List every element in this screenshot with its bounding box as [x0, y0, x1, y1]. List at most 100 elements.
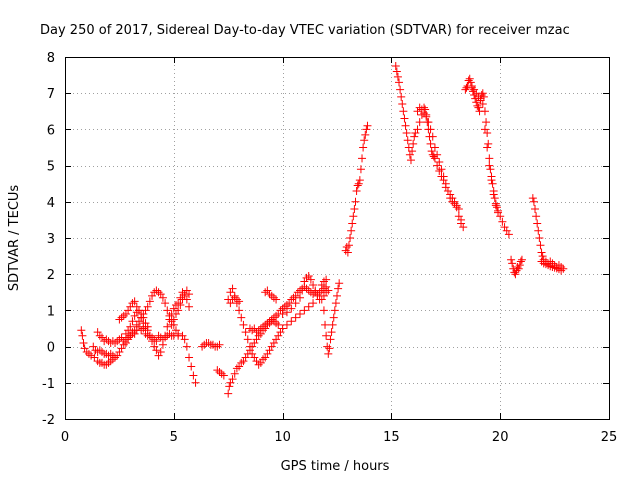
y-axis-label: SDTVAR / TECUs — [7, 185, 22, 292]
y-tick-label: 1 — [47, 304, 55, 319]
y-tick-label: 6 — [47, 123, 55, 138]
data-point — [296, 310, 305, 319]
data-point — [263, 349, 272, 358]
data-point — [319, 291, 328, 300]
data-point — [515, 261, 524, 270]
y-tick-label: 7 — [47, 87, 55, 102]
data-point — [454, 205, 463, 214]
data-point — [319, 306, 328, 315]
data-point — [148, 291, 157, 300]
data-point — [358, 154, 367, 163]
data-point — [433, 161, 442, 170]
data-point — [351, 197, 360, 206]
data-point — [219, 371, 228, 380]
data-point — [413, 125, 422, 134]
data-point — [237, 313, 246, 322]
data-point — [124, 326, 133, 335]
data-point — [306, 275, 315, 284]
data-point — [410, 132, 419, 141]
data-point — [483, 143, 492, 152]
data-point — [428, 132, 437, 141]
data-point — [287, 317, 296, 326]
data-point — [102, 335, 111, 344]
data-point — [161, 331, 170, 340]
data-point — [235, 297, 244, 306]
data-point — [478, 100, 487, 109]
data-point — [78, 331, 87, 340]
data-point — [185, 353, 194, 362]
data-point — [272, 311, 281, 320]
data-point — [413, 107, 422, 116]
data-point — [152, 346, 161, 355]
data-point — [433, 150, 442, 159]
x-axis-label: GPS time / hours — [281, 459, 390, 474]
data-point — [87, 351, 96, 360]
data-point — [82, 348, 91, 357]
data-point — [533, 219, 542, 228]
data-point — [180, 335, 189, 344]
data-point — [474, 103, 483, 112]
data-point — [491, 201, 500, 210]
data-point — [130, 311, 139, 320]
y-tick-label: 3 — [47, 232, 55, 247]
data-point — [335, 279, 344, 288]
data-point — [265, 346, 274, 355]
data-point — [494, 208, 503, 217]
data-point — [169, 304, 178, 313]
data-point — [557, 266, 566, 275]
data-point — [457, 219, 466, 228]
data-point — [483, 129, 492, 138]
data-point — [124, 306, 133, 315]
data-point — [448, 194, 457, 203]
data-point — [79, 338, 88, 347]
data-point — [516, 257, 525, 266]
data-point — [355, 176, 364, 185]
data-point — [395, 78, 404, 87]
data-point — [317, 295, 326, 304]
data-point — [226, 288, 235, 297]
data-point — [126, 331, 135, 340]
data-point — [496, 212, 505, 221]
data-point — [171, 310, 180, 319]
data-point — [232, 364, 241, 373]
data-point — [182, 286, 191, 295]
data-point — [148, 337, 157, 346]
data-point — [485, 161, 494, 170]
data-point — [347, 226, 356, 235]
data-point — [487, 176, 496, 185]
data-point — [282, 320, 291, 329]
data-point — [403, 136, 412, 145]
data-point — [422, 112, 431, 121]
data-point — [472, 98, 481, 107]
data-point — [267, 315, 276, 324]
data-point — [169, 315, 178, 324]
data-point — [502, 226, 511, 235]
data-point — [97, 333, 106, 342]
data-point — [500, 223, 509, 232]
data-point — [446, 190, 455, 199]
data-point — [363, 121, 372, 130]
data-point — [291, 313, 300, 322]
data-point — [252, 328, 261, 337]
data-point — [346, 234, 355, 242]
data-point — [293, 288, 302, 297]
data-point — [326, 335, 335, 344]
data-point — [298, 286, 307, 295]
data-point — [420, 109, 429, 118]
data-point — [486, 165, 495, 174]
data-point — [128, 299, 137, 308]
data-point — [106, 349, 115, 358]
data-point — [344, 241, 353, 250]
data-point — [111, 338, 120, 347]
data-point — [141, 319, 150, 328]
data-point — [77, 326, 86, 335]
data-point — [235, 306, 244, 315]
data-point — [185, 290, 194, 299]
data-point — [80, 344, 89, 353]
data-point — [185, 302, 194, 311]
data-point — [119, 337, 128, 346]
data-point — [304, 272, 313, 281]
data-point — [119, 311, 128, 320]
data-point — [319, 277, 328, 286]
data-point — [245, 342, 254, 351]
